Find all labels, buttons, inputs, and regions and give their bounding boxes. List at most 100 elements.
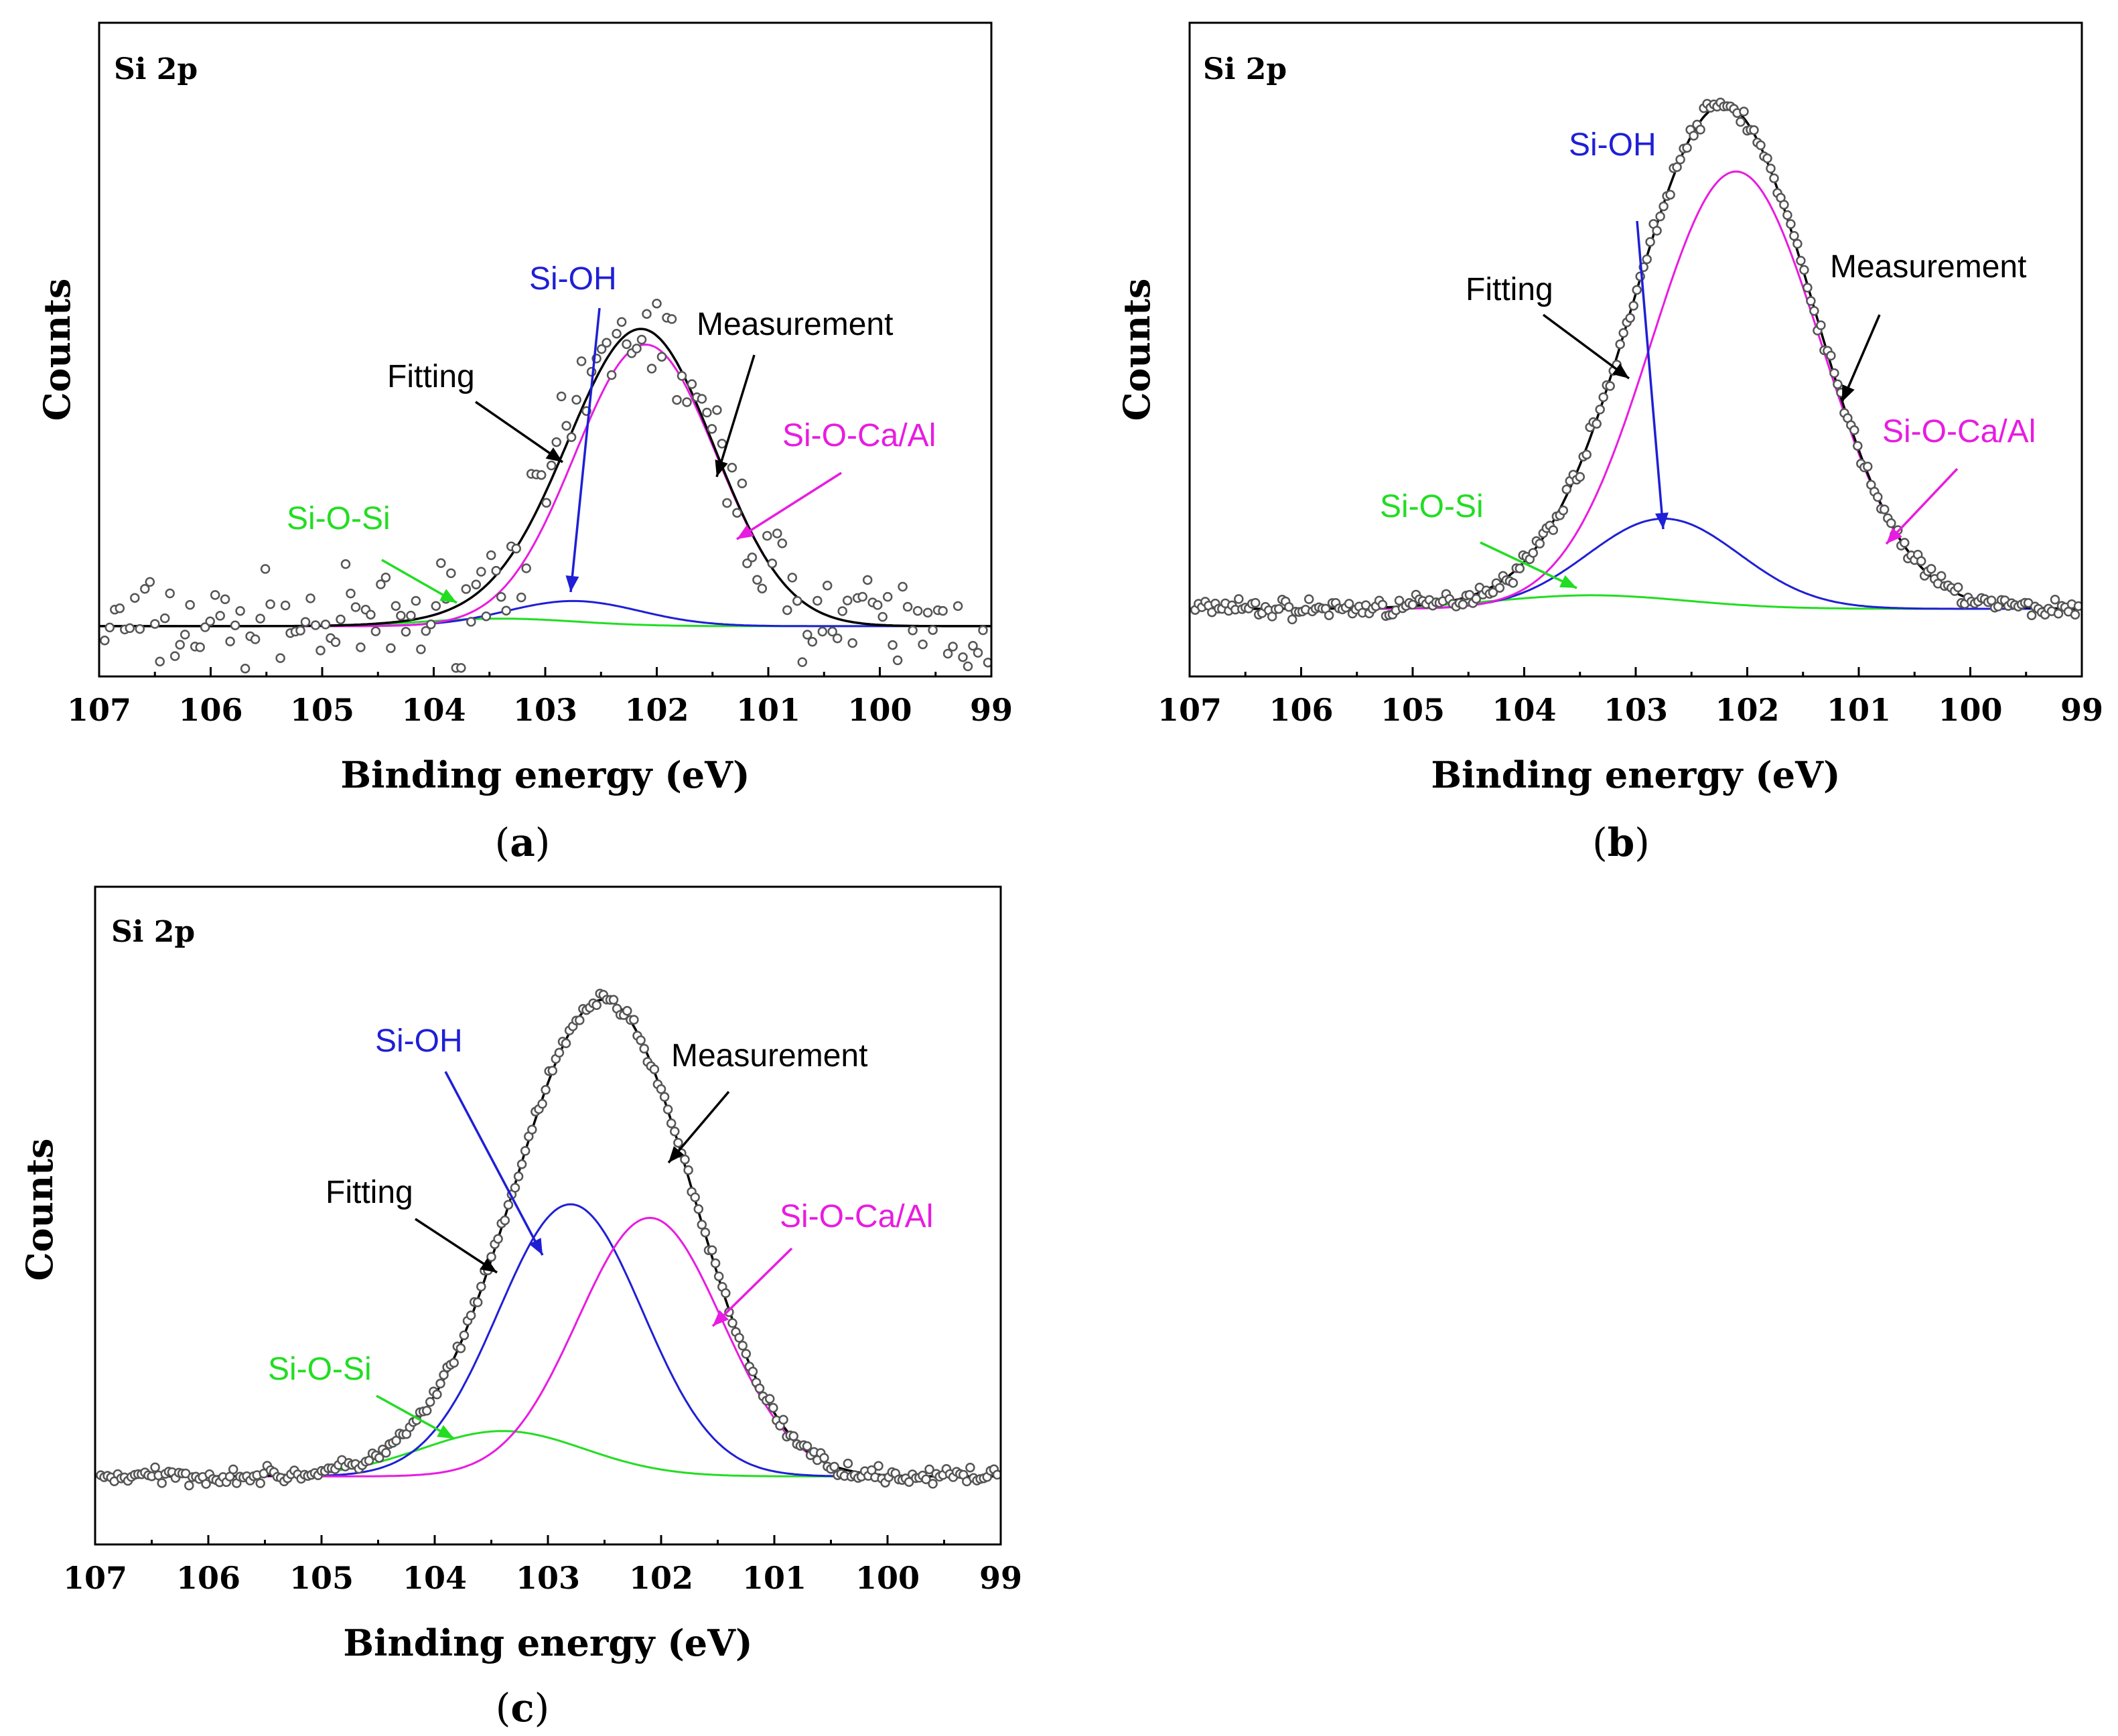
measurement-point <box>1782 210 1792 220</box>
measurement-point <box>431 601 441 611</box>
measurement-point <box>1514 563 1525 574</box>
annotation-measurement: Measurement <box>671 1038 867 1074</box>
measurement-point <box>1618 328 1628 338</box>
measurement-point <box>1645 236 1655 247</box>
measurement-point <box>401 627 411 637</box>
measurement-point <box>1833 379 1843 389</box>
panel-title: Si 2p <box>111 915 195 949</box>
measurement-point <box>787 573 798 583</box>
measurement-point <box>2026 610 2037 621</box>
measurement-point <box>455 1343 466 1354</box>
measurement-point <box>922 607 933 618</box>
measurement-point <box>778 1415 788 1425</box>
measurement-point <box>255 1478 265 1488</box>
measurement-point <box>421 1406 432 1416</box>
measurement-point <box>767 558 778 569</box>
measurement-point <box>336 614 346 625</box>
measurement-point <box>265 599 275 609</box>
measurement-point <box>757 583 768 593</box>
x-tick-label: 103 <box>513 692 577 728</box>
measurement-point <box>459 1330 470 1340</box>
measurement-point <box>777 538 788 549</box>
measurement-point <box>646 364 657 374</box>
measurement-point <box>104 622 115 633</box>
measurement-point <box>802 630 813 640</box>
measurement-point <box>340 559 351 569</box>
measurement-point <box>1548 525 1559 535</box>
measurement-point <box>1675 154 1685 165</box>
measurement-point <box>782 605 792 616</box>
annotation-arrow-line <box>1542 313 1630 380</box>
x-tick-label: 105 <box>290 692 354 728</box>
measurement-point <box>819 1453 829 1463</box>
measurement-point <box>169 651 180 661</box>
x-tick-label: 100 <box>1938 692 2002 728</box>
measurement-point <box>1809 305 1819 316</box>
annotation-si-oh: Si-OH <box>1569 127 1656 163</box>
measurement-point <box>210 590 220 600</box>
measurement-point <box>764 1394 775 1404</box>
measurement-point <box>396 611 406 621</box>
measurement-point <box>1916 556 1926 567</box>
measurement-point <box>702 407 712 418</box>
measurement-point <box>748 1366 758 1377</box>
panel-caption: (a) <box>495 820 551 865</box>
measurement-point <box>737 1340 748 1351</box>
measurement-point <box>639 1043 649 1054</box>
measurement-point <box>185 599 195 610</box>
measurement-point <box>1595 405 1605 415</box>
measurement-point <box>230 620 240 630</box>
measurement-point <box>632 344 642 354</box>
measurement-point <box>1853 441 1863 451</box>
annotation-arrow-head <box>480 1258 497 1273</box>
measurement-point <box>752 575 762 585</box>
measurement-point <box>436 558 446 569</box>
measurement-point <box>673 1138 683 1148</box>
annotation-arrow-head <box>565 575 579 592</box>
measurement-point <box>1652 226 1662 236</box>
measurement-point <box>1682 143 1692 153</box>
measurement-point <box>486 1252 496 1262</box>
measurement-point <box>1849 425 1859 435</box>
measurement-point <box>958 652 968 662</box>
measurement-point <box>847 638 857 648</box>
measurement-point <box>541 498 551 508</box>
measurement-point <box>310 620 321 630</box>
measurement-point <box>1471 593 1482 604</box>
measurement-point <box>1324 610 1334 620</box>
measurement-point <box>1816 320 1826 330</box>
measurement-point <box>201 1479 211 1489</box>
annotation-si-o-ca-al: Si-O-Ca/Al <box>780 1199 933 1234</box>
measurement-point <box>386 643 396 653</box>
measurement-point <box>1273 603 1284 614</box>
x-tick-label: 107 <box>1157 692 1222 728</box>
measurement-point <box>1632 285 1642 295</box>
x-tick-label: 106 <box>1269 692 1333 728</box>
measurement-point <box>1873 492 1883 502</box>
measurement-point <box>670 1127 680 1137</box>
measurement-point <box>1695 125 1705 135</box>
measurement-point <box>807 637 818 647</box>
measurement-point <box>511 543 521 554</box>
measurement-point <box>205 616 215 626</box>
measurement-point <box>516 1159 527 1169</box>
annotation-arrow-line <box>1636 220 1665 530</box>
measurement-point <box>1886 518 1896 528</box>
panel-caption-letter: b <box>1608 820 1635 865</box>
annotation-arrow-line <box>569 307 601 593</box>
measurement-point <box>921 1474 931 1485</box>
measurement-point <box>1561 484 1572 494</box>
panel-title: Si 2p <box>114 52 198 86</box>
series-si-oh-line <box>1190 517 2082 610</box>
measurement-point <box>1458 599 1468 609</box>
measurement-point <box>376 579 386 589</box>
x-tick-label: 99 <box>970 692 1013 728</box>
measurement-point <box>666 1118 677 1129</box>
measurement-point <box>754 1383 765 1394</box>
annotation-arrows <box>381 307 842 604</box>
measurement-point <box>722 498 732 508</box>
measurement-point <box>2053 609 2064 619</box>
measurement-point <box>877 611 888 622</box>
measurement-point <box>817 626 828 637</box>
measurement-point <box>356 642 366 652</box>
